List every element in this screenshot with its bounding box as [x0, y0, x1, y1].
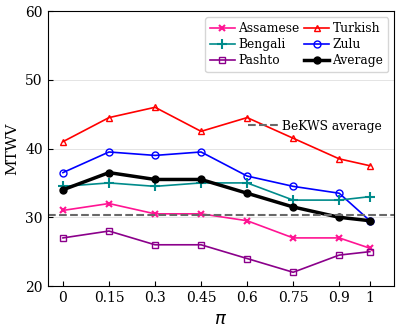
Zulu: [153, 153, 158, 157]
Average: [60, 188, 65, 192]
Turkish: [368, 164, 372, 168]
Bengali: [60, 184, 65, 188]
Pashto: [291, 270, 296, 274]
Average: [291, 205, 296, 209]
Average: [368, 219, 372, 223]
Zulu: [337, 191, 342, 195]
Turkish: [337, 157, 342, 161]
Assamese: [153, 212, 158, 216]
Turkish: [245, 116, 250, 120]
Assamese: [199, 212, 204, 216]
Bengali: [245, 181, 250, 185]
Zulu: [291, 184, 296, 188]
Line: Zulu: Zulu: [60, 149, 373, 224]
Pashto: [368, 249, 372, 254]
Pashto: [106, 229, 111, 233]
Turkish: [60, 140, 65, 144]
Average: [199, 177, 204, 181]
Bengali: [106, 181, 111, 185]
Assamese: [291, 236, 296, 240]
Pashto: [337, 253, 342, 257]
Pashto: [60, 236, 65, 240]
Assamese: [245, 219, 250, 223]
Bengali: [368, 195, 372, 199]
Zulu: [245, 174, 250, 178]
Legend: BeKWS average: BeKWS average: [243, 115, 386, 138]
Y-axis label: MTWV: MTWV: [6, 122, 20, 175]
Pashto: [245, 257, 250, 261]
Line: Turkish: Turkish: [60, 104, 373, 169]
X-axis label: $\pi$: $\pi$: [214, 310, 228, 328]
Assamese: [368, 246, 372, 250]
Bengali: [153, 184, 158, 188]
Line: Average: Average: [60, 169, 373, 224]
Bengali: [291, 198, 296, 202]
Line: Pashto: Pashto: [60, 227, 373, 276]
Pashto: [199, 243, 204, 247]
Zulu: [60, 171, 65, 175]
Assamese: [60, 208, 65, 212]
Bengali: [199, 181, 204, 185]
Turkish: [199, 129, 204, 133]
Average: [245, 191, 250, 195]
Turkish: [291, 136, 296, 140]
Turkish: [153, 105, 158, 109]
Assamese: [337, 236, 342, 240]
Assamese: [106, 201, 111, 205]
Average: [106, 171, 111, 175]
Zulu: [368, 219, 372, 223]
Average: [337, 215, 342, 219]
Turkish: [106, 116, 111, 120]
Zulu: [106, 150, 111, 154]
Line: Assamese: Assamese: [60, 200, 373, 252]
Zulu: [199, 150, 204, 154]
Bengali: [337, 198, 342, 202]
Line: Bengali: Bengali: [58, 178, 375, 205]
Average: [153, 177, 158, 181]
Pashto: [153, 243, 158, 247]
